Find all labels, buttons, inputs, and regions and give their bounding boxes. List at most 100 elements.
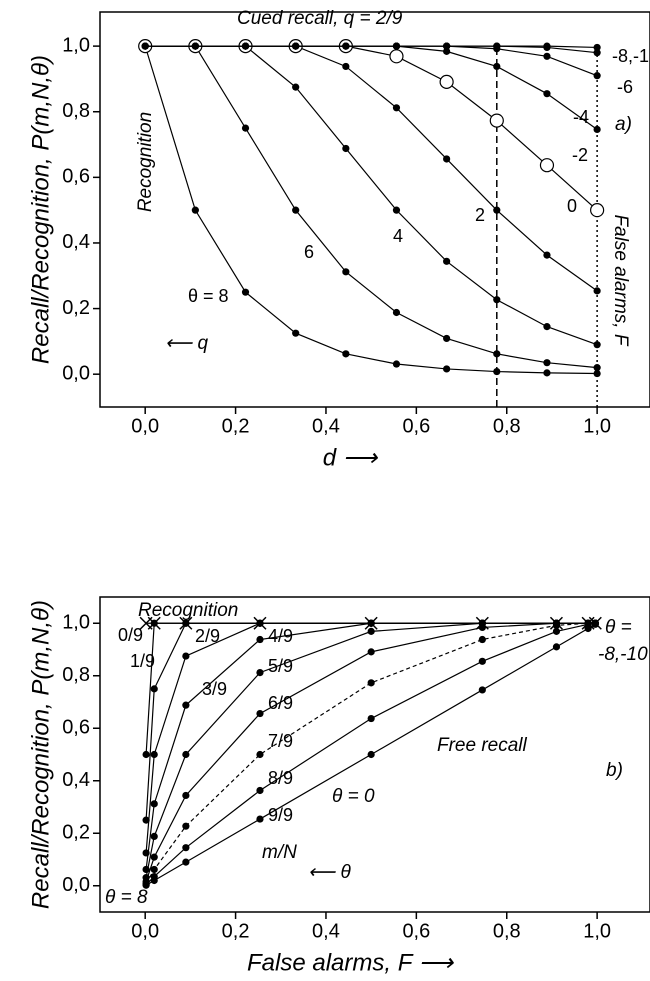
y-tick-label: 0,4 bbox=[62, 769, 90, 791]
data-point bbox=[141, 42, 149, 50]
data-point bbox=[552, 627, 561, 635]
data-point bbox=[493, 42, 501, 50]
data-point bbox=[150, 853, 158, 861]
data-point bbox=[191, 206, 199, 214]
series-label: -6 bbox=[617, 77, 633, 97]
series-label: -8,-10 bbox=[612, 46, 650, 66]
annotation: ⟵ θ bbox=[308, 862, 352, 883]
data-point bbox=[489, 113, 504, 128]
data-point bbox=[142, 816, 150, 824]
series-line bbox=[145, 622, 596, 878]
data-point bbox=[389, 49, 404, 64]
data-point bbox=[142, 881, 150, 889]
data-point bbox=[182, 619, 190, 627]
panel: 0,0 0,2 0,4 0,6 0,8 1,0 0,0 0,2 0,4 0,6 0,8 1,0 Fals… bbox=[27, 596, 650, 976]
series-label: -2 bbox=[572, 145, 588, 165]
data-point bbox=[443, 334, 451, 343]
data-point bbox=[342, 350, 350, 358]
data-point bbox=[150, 800, 158, 808]
series-line bbox=[145, 45, 598, 292]
plot-frame bbox=[99, 11, 650, 408]
annotation: θ = bbox=[605, 617, 632, 638]
data-point bbox=[593, 341, 601, 349]
series-label: 6 bbox=[304, 242, 314, 262]
data-point bbox=[590, 203, 605, 218]
data-point bbox=[367, 627, 375, 635]
series-label: 4/9 bbox=[268, 626, 293, 646]
annotation: b) bbox=[606, 760, 623, 781]
data-point bbox=[241, 42, 250, 50]
x-tick-label: 0,2 bbox=[222, 920, 250, 942]
data-point bbox=[150, 876, 158, 885]
data-point bbox=[392, 104, 401, 112]
data-point bbox=[593, 43, 601, 52]
y-tick-label: 0,4 bbox=[62, 231, 90, 253]
series-label: 1/9 bbox=[130, 651, 155, 671]
data-point bbox=[493, 350, 501, 358]
annotation: False alarms, F bbox=[610, 215, 631, 347]
series-line bbox=[145, 622, 596, 853]
x-tick-label: 0,6 bbox=[402, 415, 430, 437]
x-tick-label: 0,6 bbox=[402, 920, 430, 942]
series-label: 9/9 bbox=[268, 805, 293, 825]
y-tick-label: 0,0 bbox=[62, 362, 90, 384]
data-point bbox=[182, 791, 190, 800]
data-point bbox=[552, 643, 561, 651]
x-tick-label: 0,4 bbox=[312, 415, 340, 437]
series-line bbox=[145, 622, 596, 884]
data-point bbox=[493, 206, 501, 214]
series-label: 8/9 bbox=[268, 768, 293, 788]
data-point bbox=[182, 750, 190, 759]
data-point bbox=[182, 822, 190, 830]
series-label: 6/9 bbox=[268, 693, 293, 713]
data-point bbox=[367, 679, 375, 687]
annotation: a) bbox=[615, 114, 632, 135]
data-point bbox=[342, 62, 350, 71]
series-label: 3/9 bbox=[202, 679, 227, 699]
series-line bbox=[145, 45, 598, 77]
series-label: 0/9 bbox=[118, 625, 143, 645]
annotation: ⟵ q bbox=[165, 333, 209, 354]
data-point bbox=[584, 624, 592, 633]
series-label: θ = 8 bbox=[188, 286, 229, 306]
y-tick-label: 1,0 bbox=[62, 34, 90, 56]
y-tick-label: 0,8 bbox=[62, 100, 90, 122]
y-tick-label: 0,6 bbox=[62, 166, 90, 188]
data-point bbox=[593, 72, 601, 80]
data-point bbox=[552, 621, 561, 629]
x-axis-label: False alarms, F ⟶ bbox=[247, 949, 455, 976]
data-point bbox=[543, 52, 551, 60]
y-tick-label: 0,8 bbox=[62, 664, 90, 686]
data-point bbox=[292, 42, 300, 50]
data-point bbox=[543, 369, 551, 377]
series-line bbox=[145, 45, 598, 211]
data-point bbox=[443, 47, 451, 55]
data-point bbox=[593, 49, 601, 57]
data-point bbox=[150, 685, 158, 693]
data-point bbox=[392, 360, 401, 368]
data-point bbox=[543, 251, 551, 259]
data-point bbox=[593, 369, 601, 378]
data-point bbox=[256, 786, 264, 795]
data-point bbox=[292, 83, 300, 91]
annotation: Recognition bbox=[135, 112, 156, 212]
data-point bbox=[593, 125, 601, 134]
data-point bbox=[241, 288, 250, 296]
annotation: θ = 8 bbox=[105, 887, 148, 908]
data-point bbox=[256, 635, 264, 644]
series-label: 7/9 bbox=[268, 731, 293, 751]
x-axis-label: d ⟶ bbox=[323, 444, 379, 471]
y-axis-label: Recall/Recognition, P(m,N,θ) bbox=[27, 600, 54, 909]
data-point bbox=[150, 832, 158, 841]
data-point bbox=[256, 709, 264, 718]
data-point bbox=[150, 750, 158, 759]
data-point bbox=[478, 657, 486, 665]
data-point bbox=[342, 268, 350, 276]
series-label: 4 bbox=[393, 226, 403, 246]
y-tick-label: 0,2 bbox=[62, 297, 90, 319]
data-point bbox=[593, 287, 601, 295]
data-point bbox=[478, 686, 486, 694]
data-point bbox=[478, 623, 486, 632]
data-point bbox=[443, 155, 451, 163]
